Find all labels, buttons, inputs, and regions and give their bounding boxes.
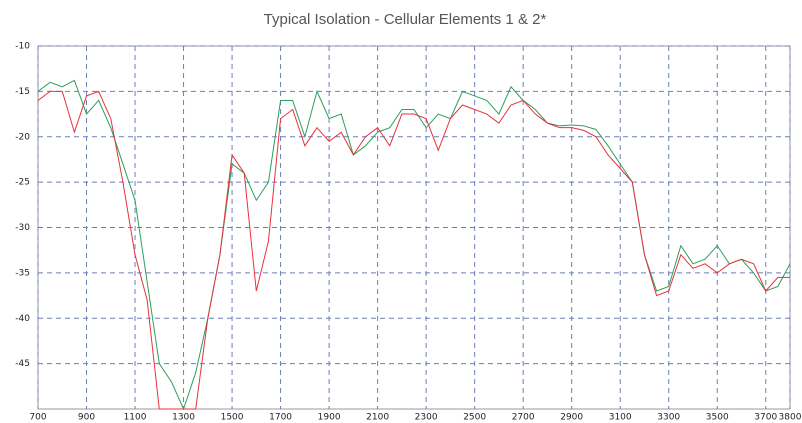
x-tick-label: 3100 (609, 413, 632, 423)
x-tick-label: 1500 (221, 413, 244, 423)
x-tick-label: 3800 (779, 413, 802, 423)
x-tick-label: 1100 (124, 413, 147, 423)
x-tick-label: 2500 (463, 413, 486, 423)
x-tick-label: 2700 (512, 413, 535, 423)
series-line (38, 79, 790, 411)
x-tick-label: 1300 (172, 413, 195, 423)
x-tick-label: 3300 (657, 413, 680, 423)
x-tick-label: 700 (29, 413, 46, 423)
x-tick-label: 1700 (269, 413, 292, 423)
series-line (38, 90, 790, 410)
chart-title: Typical Isolation - Cellular Elements 1 … (264, 11, 547, 28)
y-tick-label: -20 (15, 132, 30, 142)
x-tick-label: 3500 (706, 413, 729, 423)
x-tick-label: 2900 (560, 413, 583, 423)
x-tick-label: 900 (78, 413, 95, 423)
y-tick-label: -35 (15, 268, 30, 278)
x-tick-label: 2300 (415, 413, 438, 423)
y-tick-label: -40 (15, 314, 30, 324)
y-tick-label: -15 (15, 87, 30, 97)
y-tick-label: -25 (15, 178, 30, 188)
y-tick-label: -30 (15, 223, 30, 233)
x-tick-label: 3700 (754, 413, 777, 423)
x-tick-label: 2100 (366, 413, 389, 423)
y-tick-label: -45 (15, 359, 30, 369)
x-tick-label: 1900 (318, 413, 341, 423)
y-tick-label: -10 (15, 42, 30, 52)
